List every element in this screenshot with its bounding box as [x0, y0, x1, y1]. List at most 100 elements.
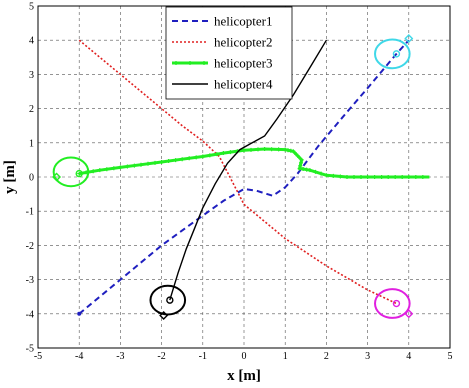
x-tick-label: 3 — [365, 351, 370, 362]
y-tick-label: 3 — [29, 70, 34, 81]
data-point — [256, 147, 261, 152]
position-marker-helicopter2 — [392, 299, 401, 308]
y-tick-label: -2 — [26, 241, 34, 252]
data-point — [91, 169, 96, 174]
start-marker-helicopter1 — [77, 311, 82, 316]
safety-circle-helicopter2 — [374, 288, 411, 319]
data-point — [319, 171, 324, 176]
data-point — [406, 175, 411, 179]
legend-marker — [174, 61, 178, 65]
target-diamond-helicopter4 — [159, 311, 169, 320]
data-point — [307, 168, 312, 173]
data-point — [352, 175, 357, 179]
data-point — [297, 166, 302, 171]
legend-label: helicopter3 — [214, 56, 272, 71]
y-tick-label: -4 — [26, 309, 34, 320]
data-point — [291, 149, 296, 154]
position-marker-helicopter1 — [392, 50, 401, 58]
data-point — [269, 147, 274, 152]
target-diamond-helicopter3 — [52, 172, 62, 182]
data-point — [187, 156, 192, 161]
y-tick-label: -1 — [26, 207, 34, 218]
legend-item: helicopter3 — [172, 56, 272, 71]
data-point — [97, 168, 102, 173]
data-point — [345, 175, 349, 179]
data-point — [214, 152, 219, 157]
data-point — [242, 148, 246, 153]
y-axis-label: y [m] — [2, 160, 18, 194]
x-tick-label: -4 — [75, 351, 83, 362]
x-tick-label: -5 — [34, 351, 42, 362]
series-line-helicopter2 — [78, 39, 397, 305]
data-point — [180, 157, 185, 162]
data-point — [301, 167, 306, 172]
legend-item: helicopter2 — [172, 35, 272, 50]
data-point — [111, 166, 116, 171]
data-point — [132, 163, 137, 168]
data-point — [221, 151, 226, 156]
data-point — [331, 173, 336, 178]
data-point — [146, 161, 151, 166]
y-tick-label: 2 — [29, 104, 34, 115]
legend-label: helicopter1 — [214, 14, 272, 29]
data-point — [139, 162, 143, 167]
data-point — [313, 169, 318, 174]
data-point — [228, 150, 233, 155]
data-point — [249, 147, 254, 152]
x-axis-label: x [m] — [227, 368, 261, 384]
data-point — [338, 174, 343, 179]
legend-item: helicopter1 — [172, 14, 272, 29]
y-tick-label: 1 — [29, 138, 34, 149]
series-helicopter3 — [52, 146, 430, 188]
x-tick-label: 4 — [406, 351, 411, 362]
x-tick-label: 5 — [448, 351, 453, 362]
series-layer — [52, 34, 430, 320]
plot-frame — [37, 5, 451, 349]
legend-label: helicopter2 — [214, 35, 272, 50]
position-marker-helicopter4 — [166, 296, 174, 304]
safety-circle-helicopter3 — [52, 156, 90, 188]
data-point — [298, 160, 303, 165]
data-point — [324, 173, 329, 178]
data-point — [166, 159, 171, 164]
x-tick-label: 2 — [324, 351, 329, 362]
position-marker-helicopter3 — [75, 169, 83, 178]
target-diamond-helicopter1 — [404, 34, 414, 43]
x-tick-label: -2 — [157, 351, 165, 362]
data-point — [125, 164, 130, 169]
y-tick-label: 5 — [29, 2, 34, 13]
legend-label: helicopter4 — [214, 77, 273, 92]
x-tick-label: 1 — [283, 351, 288, 362]
legend-marker — [202, 61, 206, 65]
y-tick-label: -3 — [26, 275, 34, 286]
safety-circle-helicopter1 — [374, 38, 411, 70]
data-point — [297, 155, 302, 160]
data-point — [294, 152, 299, 157]
legend-marker — [188, 61, 192, 65]
series-line-helicopter1 — [78, 39, 410, 315]
x-tick-label: 0 — [242, 351, 247, 362]
data-point — [159, 159, 164, 164]
y-tick-label: 4 — [29, 36, 34, 47]
y-tick-label: -5 — [26, 344, 34, 355]
tick-labels: -5 -4 -3 -2 -1 0 1 2 3 4 5 -5 -4 -3 -2 -1 0 1 2 3 4 5 — [26, 2, 453, 363]
series-helicopter1 — [77, 34, 414, 316]
target-diamond-helicopter2 — [404, 309, 414, 319]
data-point — [200, 154, 205, 159]
y-tick-label: 0 — [29, 173, 34, 184]
data-point — [359, 175, 364, 179]
data-point — [153, 160, 158, 165]
data-point — [173, 158, 178, 163]
series-helicopter2 — [78, 39, 414, 319]
data-point — [77, 171, 82, 176]
data-point — [262, 146, 267, 151]
data-point — [118, 165, 123, 170]
data-point — [365, 175, 370, 179]
data-point — [413, 175, 418, 179]
data-point — [104, 167, 109, 172]
data-point — [372, 175, 377, 179]
safety-circle-helicopter4 — [149, 284, 187, 316]
x-tick-label: -1 — [199, 351, 207, 362]
data-point — [194, 155, 199, 160]
